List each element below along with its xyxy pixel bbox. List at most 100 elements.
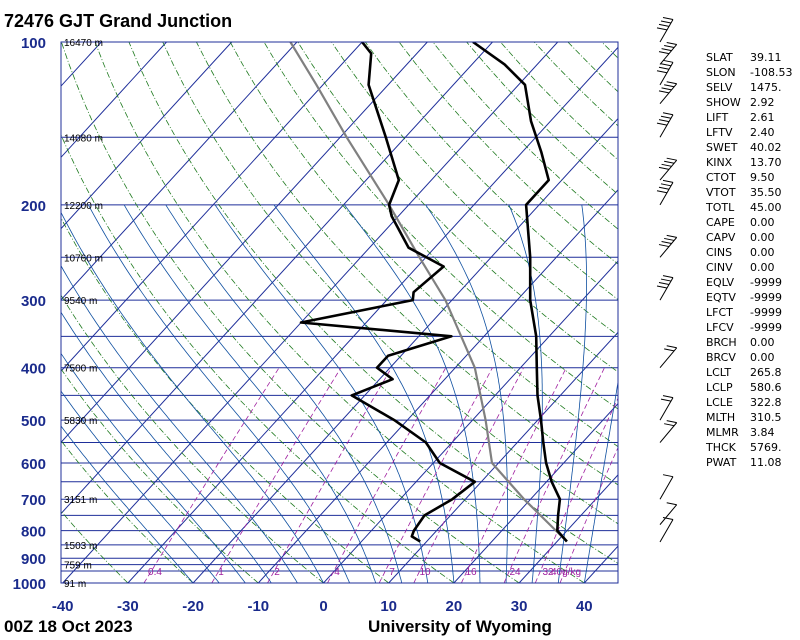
index-name: LFCV (706, 321, 734, 334)
barb-feather (660, 183, 672, 187)
height-label: 16470 m (64, 38, 103, 49)
index-row: CAPE 0.00 (706, 215, 792, 230)
barb-feather (658, 244, 670, 248)
wind-barb (656, 275, 674, 301)
dry-adiabat (61, 294, 324, 583)
barb-staff (659, 159, 678, 181)
index-row: LCLE 322.8 (706, 395, 792, 410)
index-value: 5769. (750, 441, 782, 454)
index-name: LIFT (706, 111, 729, 124)
isotherm-line (518, 474, 618, 583)
index-name: TOTL (706, 201, 735, 214)
barb-staff (659, 519, 674, 543)
barb-staff (659, 397, 674, 421)
barb-feather (660, 63, 672, 67)
index-name: BRCV (706, 351, 736, 364)
index-value: 0.00 (750, 336, 775, 349)
dry-adiabat (297, 42, 618, 373)
mixing-ratio-label: 0.4 (148, 567, 162, 578)
mixing-ratio-line (211, 367, 342, 583)
barb-feather (656, 27, 668, 31)
index-value: 1475. (750, 81, 782, 94)
barb-feather (661, 87, 672, 91)
index-name: BRCH (706, 336, 737, 349)
index-row: LFCV -9999 (706, 320, 792, 335)
moist-adiabat (344, 204, 481, 583)
barb-feather (662, 275, 674, 279)
index-value: 322.8 (750, 396, 782, 409)
index-name: SELV (706, 81, 733, 94)
index-name: EQLV (706, 276, 735, 289)
index-name: CINV (706, 261, 733, 274)
temperature-tick-label: -40 (52, 598, 74, 615)
barb-feather (664, 237, 675, 241)
dry-adiabat (61, 368, 259, 583)
mixing-ratio-line (143, 367, 280, 583)
barb-feather (664, 84, 675, 88)
moist-adiabat (557, 204, 587, 583)
temperature-tick-label: -20 (182, 598, 204, 615)
index-value: -9999 (750, 306, 782, 319)
wind-barb (656, 112, 674, 138)
index-name: MLTH (706, 411, 736, 424)
mixing-ratio-label: 40g/kg (551, 567, 581, 578)
index-name: CAPV (706, 231, 736, 244)
index-row: BRCH 0.00 (706, 335, 792, 350)
barb-feather (658, 186, 670, 190)
height-label: 5830 m (64, 416, 97, 427)
barb-feather (661, 48, 672, 52)
barb-feather (660, 398, 672, 402)
height-label: 9540 m (64, 296, 97, 307)
barb-feather (658, 90, 670, 94)
index-row: LFTV 2.40 (706, 125, 792, 140)
index-name: LFTV (706, 126, 733, 139)
sounding-profiles (289, 42, 568, 543)
index-row: CTOT 9.50 (706, 170, 792, 185)
index-row: KINX 13.70 (706, 155, 792, 170)
temperature-tick-label: 0 (319, 598, 327, 615)
isotherm-line (62, 42, 559, 583)
plot-frame (60, 41, 619, 584)
wind-barb (658, 81, 678, 104)
barb-feather (660, 115, 672, 119)
index-row: SWET 40.02 (706, 140, 792, 155)
index-value: 0.00 (750, 246, 775, 259)
index-name: LCLT (706, 366, 732, 379)
mixing-ratio-label: 10 (419, 567, 431, 578)
temperature-line (472, 42, 568, 543)
mixing-ratio-label: 4 (334, 567, 340, 578)
index-row: TOTL 45.00 (706, 200, 792, 215)
parcel-path-line (289, 42, 568, 543)
isotherm-line (61, 42, 233, 230)
index-value: 0.00 (750, 216, 775, 229)
height-label: 12200 m (64, 201, 103, 212)
index-value: 580.6 (750, 381, 782, 394)
dry-adiabat (61, 42, 520, 583)
index-row: VTOT 35.50 (706, 185, 792, 200)
barb-feather (658, 51, 670, 55)
barb-feather (662, 179, 674, 183)
chart-title: 72476 GJT Grand Junction (4, 11, 233, 31)
mixing-ratio-label: 7 (389, 567, 395, 578)
barb-feather (662, 474, 674, 478)
moist-adiabat (61, 390, 220, 583)
pressure-tick-label: 700 (21, 492, 46, 509)
pressure-tick-label: 400 (21, 361, 46, 378)
height-label: 10760 m (64, 253, 103, 264)
barb-feather (658, 119, 670, 123)
wind-barb (656, 59, 674, 86)
barb-staff (659, 114, 674, 138)
index-name: SWET (706, 141, 738, 154)
dry-adiabat (61, 439, 194, 583)
index-row: PWAT 11.08 (706, 455, 792, 470)
moist-adiabat (61, 211, 324, 583)
mixing-ratio-line (559, 446, 618, 583)
barb-feather (666, 234, 677, 238)
index-value: -9999 (750, 276, 782, 289)
dry-adiabat (162, 42, 618, 525)
height-label: 1503 m (64, 541, 97, 552)
index-name: LFCT (706, 306, 733, 319)
barb-feather (666, 81, 677, 85)
wind-barb (658, 234, 678, 258)
mixing-ratio-label: 16 (465, 567, 477, 578)
